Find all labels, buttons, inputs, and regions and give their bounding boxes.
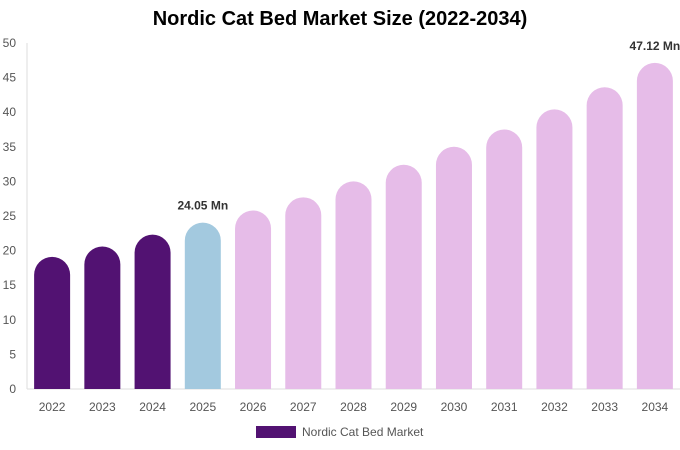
legend-label: Nordic Cat Bed Market xyxy=(302,425,424,439)
bar-2032 xyxy=(536,109,573,389)
bar-2034 xyxy=(636,62,673,390)
y-tick-label: 20 xyxy=(3,244,17,258)
bar-2033 xyxy=(586,87,623,390)
bar-2022 xyxy=(34,256,71,389)
x-tick-label: 2032 xyxy=(541,400,568,414)
legend: Nordic Cat Bed Market xyxy=(256,425,423,439)
x-tick-label: 2027 xyxy=(290,400,317,414)
x-tick-label: 2026 xyxy=(240,400,267,414)
x-tick-label: 2024 xyxy=(139,400,166,414)
y-tick-label: 30 xyxy=(3,174,17,188)
bar-2025 xyxy=(184,222,221,389)
x-tick-label: 2029 xyxy=(390,400,417,414)
bar-2029 xyxy=(385,164,422,389)
x-tick-label: 2033 xyxy=(591,400,618,414)
legend-swatch xyxy=(256,426,296,438)
data-label-2034: 47.12 Mn xyxy=(630,39,680,53)
bar-2027 xyxy=(285,197,322,389)
y-tick-label: 5 xyxy=(9,347,16,361)
y-tick-label: 10 xyxy=(3,313,17,327)
data-label-2025: 24.05 Mn xyxy=(177,199,228,213)
bar-2026 xyxy=(235,210,272,389)
y-tick-label: 35 xyxy=(3,140,17,154)
x-tick-label: 2034 xyxy=(642,400,669,414)
bar-2024 xyxy=(134,234,171,389)
bar-2031 xyxy=(486,129,523,389)
y-tick-label: 0 xyxy=(9,382,16,396)
x-tick-label: 2031 xyxy=(491,400,518,414)
x-tick-label: 2030 xyxy=(441,400,468,414)
y-tick-label: 15 xyxy=(3,278,17,292)
x-tick-label: 2025 xyxy=(189,400,216,414)
y-tick-label: 45 xyxy=(3,71,17,85)
y-tick-label: 50 xyxy=(3,36,17,50)
y-tick-label: 40 xyxy=(3,105,17,119)
y-tick-label: 25 xyxy=(3,209,17,223)
x-tick-label: 2022 xyxy=(39,400,66,414)
bar-2030 xyxy=(435,146,472,389)
x-tick-label: 2028 xyxy=(340,400,367,414)
x-tick-label: 2023 xyxy=(89,400,116,414)
bar-2028 xyxy=(335,181,372,389)
bar-2023 xyxy=(84,246,121,389)
chart-title: Nordic Cat Bed Market Size (2022-2034) xyxy=(152,8,528,30)
